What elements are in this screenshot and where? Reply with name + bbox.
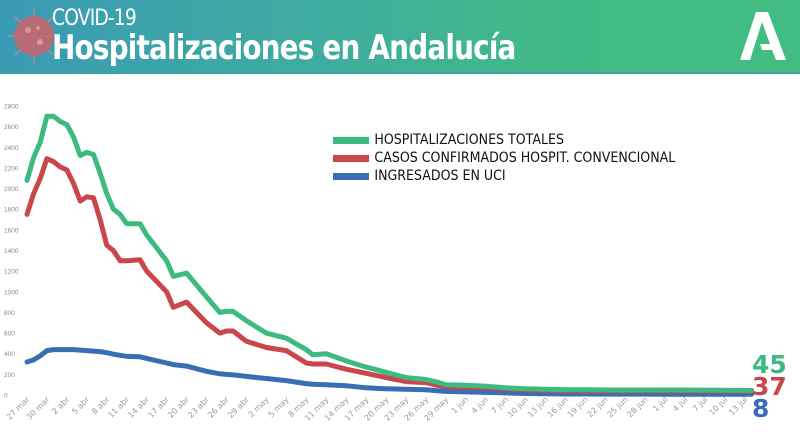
y-tick-label: 1400: [4, 248, 19, 255]
x-tick-label: 13 jul: [727, 395, 749, 417]
x-tick-label: 10 jun: [506, 395, 530, 419]
y-tick-label: 600: [4, 331, 15, 338]
series-line-hospitalizaciones-totales: [24, 113, 755, 393]
y-tick-label: 1800: [4, 207, 19, 214]
legend-item-hospitalizaciones: HOSPITALIZACIONES TOTALES: [333, 132, 564, 148]
legend-item-uci: INGRESADOS EN UCI: [333, 168, 506, 184]
x-tick-label: 2 may: [247, 395, 271, 419]
y-tick-label: 2400: [4, 145, 19, 152]
y-tick-label: 2000: [4, 186, 19, 193]
x-tick-label: 30 mar: [25, 395, 52, 422]
header-banner: COVID-19 Hospitalizaciones en Andalucía: [0, 0, 800, 74]
x-tick-label: 16 jun: [546, 395, 570, 419]
y-tick-label: 2800: [4, 104, 19, 111]
final-value-hospitalizaciones: 45: [752, 350, 787, 379]
legend-label: CASOS CONFIRMADOS HOSPIT. CONVENCIONAL: [374, 150, 676, 166]
y-tick-label: 2200: [4, 165, 19, 172]
legend-swatch: [333, 172, 369, 180]
final-value-uci: 8: [752, 394, 770, 423]
line-chart: 0 200 400 600 800 1000 1200 1400 1600 1800 2000 220…: [4, 104, 755, 423]
x-tick-label: 1 jun: [450, 395, 471, 416]
legend-swatch: [333, 154, 369, 162]
x-tick-label: 13 jun: [526, 395, 550, 419]
y-tick-label: 1200: [4, 269, 19, 276]
y-tick-label: 800: [4, 310, 15, 317]
legend-item-convencional: CASOS CONFIRMADOS HOSPIT. CONVENCIONAL: [333, 150, 675, 166]
legend-label: INGRESADOS EN UCI: [374, 168, 506, 184]
page-title: Hospitalizaciones en Andalucía: [52, 28, 516, 68]
junta-andalucia-logo: [740, 12, 786, 60]
x-tick-label: 19 jun: [566, 395, 590, 419]
y-tick-label: 200: [4, 372, 15, 379]
virus-icon: [8, 8, 60, 64]
x-tick-label: 29 abr: [226, 395, 251, 420]
x-tick-label: 2 abr: [50, 395, 72, 417]
y-tick-label: 0: [4, 393, 8, 400]
x-tick-label: 4 jul: [671, 395, 689, 413]
y-tick-label: 400: [4, 351, 15, 358]
x-tick-label: 22 jun: [586, 395, 610, 419]
x-tick-label: 25 jun: [606, 395, 630, 419]
x-tick-label: 5 may: [267, 395, 291, 419]
header-subtitle: COVID-19: [52, 6, 137, 31]
x-tick-label: 28 jun: [626, 395, 650, 419]
y-tick-label: 2600: [4, 124, 19, 131]
x-tick-label: 10 jul: [707, 395, 729, 417]
legend-label: HOSPITALIZACIONES TOTALES: [374, 132, 564, 148]
final-value-convencional: 37: [752, 372, 787, 401]
x-tick-label: 1 jul: [651, 395, 669, 413]
y-tick-label: 1000: [4, 289, 19, 296]
y-tick-label: 1600: [4, 227, 19, 234]
x-tick-label: 5 abr: [70, 395, 92, 417]
legend-swatch: [333, 136, 369, 144]
x-tick-label: 4 jun: [470, 395, 491, 416]
series-line-ingresados-en-uci: [24, 347, 755, 397]
